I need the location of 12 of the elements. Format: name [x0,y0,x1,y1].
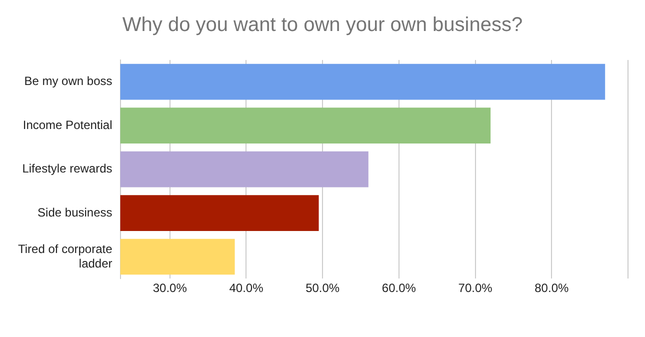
x-tick-label: 80.0% [534,281,569,296]
x-tick-label: 50.0% [306,281,340,296]
x-tick-label: 40.0% [229,281,264,296]
chart-title: Why do you want to own your own business? [121,14,524,37]
x-tick-label: 60.0% [382,281,416,296]
x-tick-label: 30.0% [152,281,188,296]
y-tick-label: Side business [38,205,112,220]
y-tick-label: Lifestyle rewards [22,162,112,176]
x-tick-label: 70.0% [458,281,493,296]
y-tick-label: Income Potential [22,118,112,132]
y-tick-label: Be my own boss [24,74,112,88]
y-tick-label: Tired of corporate ladder [18,242,113,270]
